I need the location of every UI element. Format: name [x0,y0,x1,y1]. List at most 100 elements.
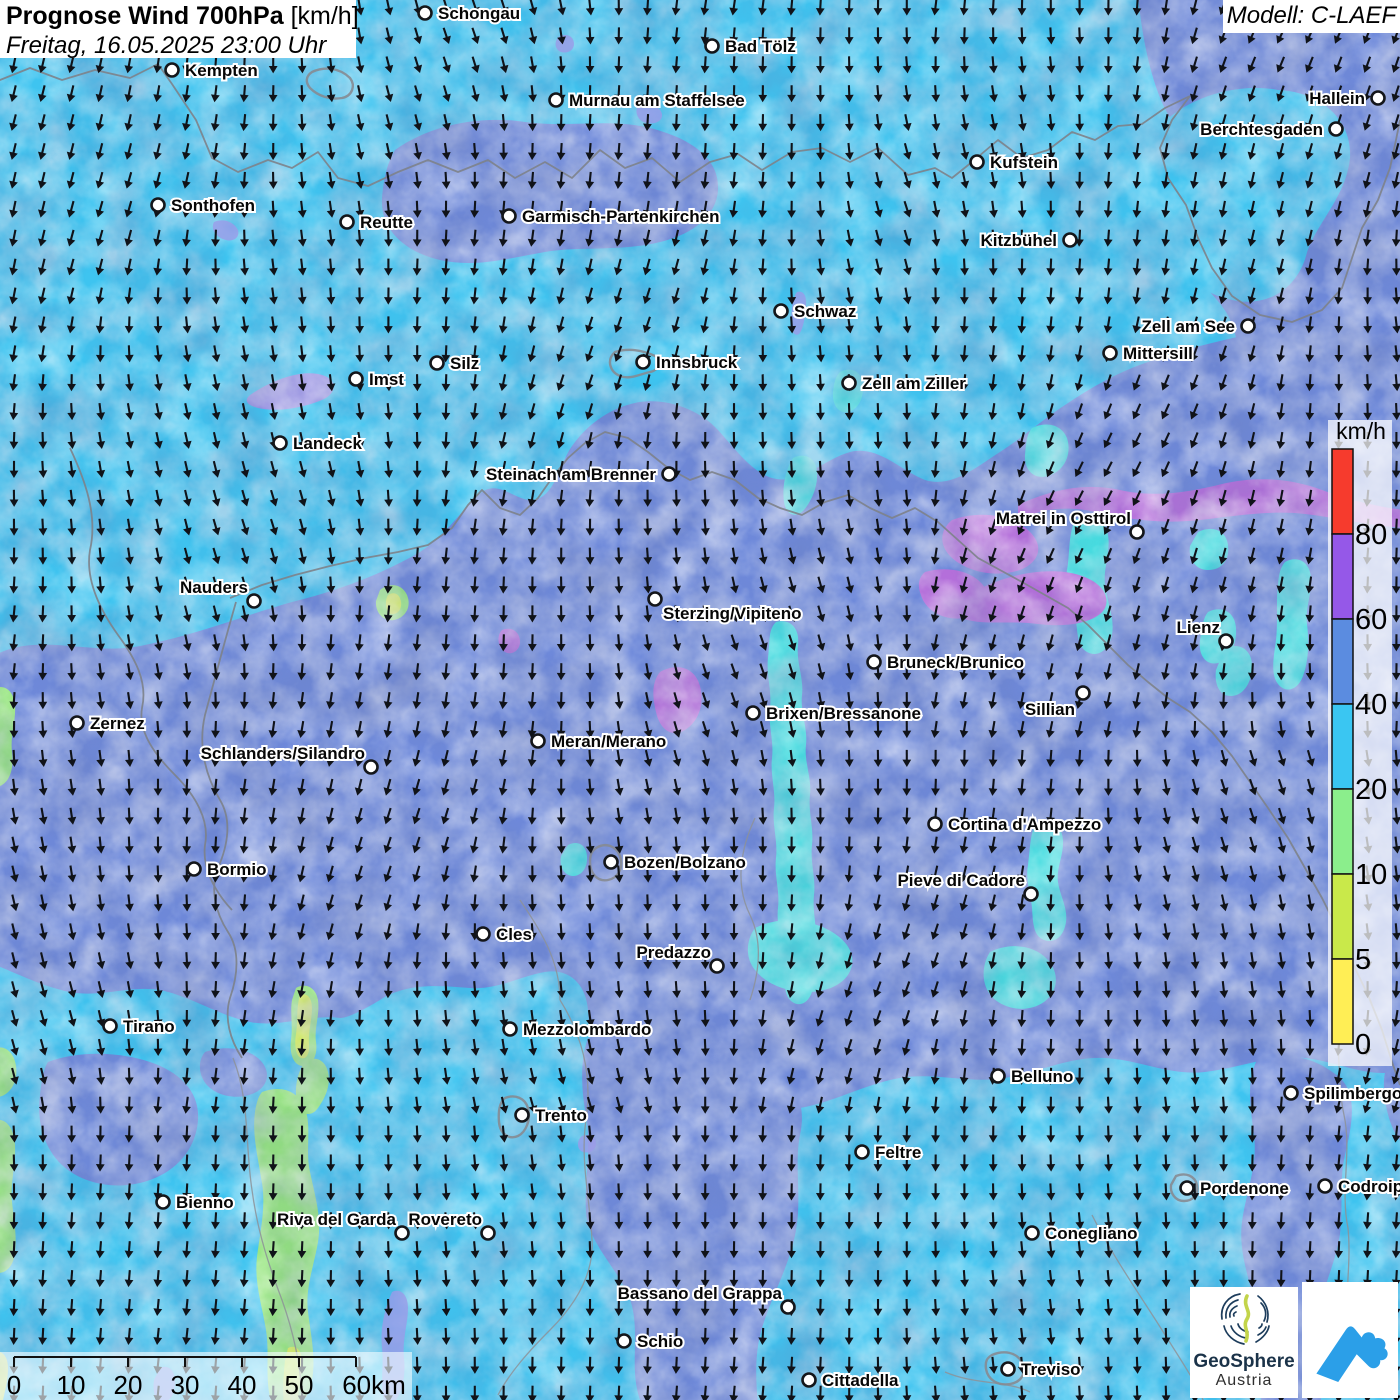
city-label: Spilimbergo [1304,1084,1400,1103]
city-marker [348,371,364,387]
scale-tick-label: 0 [7,1370,21,1400]
city-marker [927,816,943,832]
city-label: Hallein [1309,89,1365,108]
city-label: Kitzbühel [981,231,1058,250]
city-label: Feltre [875,1143,921,1162]
city-label: Riva del Garda [277,1210,397,1229]
city-label: Bormio [207,860,267,879]
page-title: Prognose Wind 700hPa [km/h] [6,2,359,30]
city-marker-layer: Schongau Bad Tölz Kempten Murnau am Staffel… [69,2,1400,1392]
city-label: Predazzo [636,943,711,962]
city-marker [475,926,491,942]
city-label: Meran/Merano [551,732,666,751]
city-marker [1023,886,1039,902]
city-label: Bassano del Grappa [618,1284,783,1303]
city-label: Berchtesgaden [1200,120,1323,139]
city-label: Sonthofen [171,196,255,215]
scale-tick-label: 10 [57,1370,86,1400]
geosphere-logo-text: GeoSphere [1193,1351,1295,1372]
city-label: Zell am Ziller [862,374,966,393]
scale-tick-label: 30 [171,1370,200,1400]
legend-tick-label: 0 [1355,1029,1371,1061]
city-label: Pordenone [1200,1179,1289,1198]
city-label: Landeck [293,434,363,453]
city-label: Kempten [185,61,258,80]
city-label: Belluno [1011,1067,1073,1086]
city-marker [866,654,882,670]
scale-tick-label: 50 [285,1370,314,1400]
city-marker [530,733,546,749]
city-label: Bruneck/Brunico [887,653,1024,672]
city-label: Codroipo [1338,1177,1400,1196]
city-marker [502,1021,518,1037]
city-marker [501,208,517,224]
city-marker [548,92,564,108]
city-label: Rovereto [408,1210,482,1229]
scale-ruler: 0 10 20 30 40 50 60km [7,1356,406,1400]
legend-tick-label: 40 [1355,689,1387,721]
city-marker [616,1333,632,1349]
city-label: Treviso [1021,1360,1081,1379]
scale-end-label: 60km [342,1370,406,1400]
city-label: Pieve di Cadore [897,871,1025,890]
legend-tick-label: 20 [1355,774,1387,806]
legend-tick-label: 80 [1355,519,1387,551]
city-marker [155,1194,171,1210]
city-label: Kufstein [990,153,1058,172]
legend-color-box [1331,873,1354,960]
city-label: Zell am See [1141,317,1235,336]
city-label: Innsbruck [656,353,738,372]
city-label: Murnau am Staffelsee [569,91,745,110]
city-label: Silz [450,354,479,373]
city-marker [1218,633,1234,649]
city-marker [1102,345,1118,361]
partner-logo-box [1302,1282,1398,1398]
city-marker [1328,121,1344,137]
legend-tick-label: 10 [1355,859,1387,891]
model-label: Modell: C-LAEF [1223,0,1400,33]
title-unit: [km/h] [283,2,359,30]
city-label: Brixen/Bressanone [766,704,921,723]
city-marker [394,1225,410,1241]
city-label: Lienz [1177,618,1220,637]
city-label: Cortina d'Ampezzo [948,815,1101,834]
city-marker [704,38,720,54]
legend-color-box [1331,703,1354,790]
legend-color-box [1331,533,1354,620]
city-label: Trento [535,1106,587,1125]
city-marker [661,466,677,482]
city-label: Sterzing/Vipiteno [663,604,802,623]
city-marker [514,1107,530,1123]
city-marker [801,1372,817,1388]
city-label: Imst [369,370,404,389]
city-label: Schlanders/Silandro [201,744,365,763]
city-marker [1317,1178,1333,1194]
city-marker [635,354,651,370]
city-label: Bienno [176,1193,234,1212]
city-marker [150,197,166,213]
city-marker [429,355,445,371]
forecast-title-box: Prognose Wind 700hPa [km/h] Freitag, 16.… [0,0,359,59]
city-label: Schongau [438,4,520,23]
map-scale-bar: 0 10 20 30 40 50 60km [0,1352,412,1400]
forecast-valid-time: Freitag, 16.05.2025 23:00 Uhr [6,32,327,59]
wind-speed-legend: km/h 80 60 40 20 10 5 0 [1328,418,1392,1066]
legend-color-box [1331,958,1354,1045]
city-marker [647,591,663,607]
city-label: Schio [637,1332,683,1351]
legend-color-box [1331,788,1354,875]
city-label: Garmisch-Partenkirchen [522,207,719,226]
city-marker [69,715,85,731]
scale-tick-label: 20 [114,1370,143,1400]
city-marker [773,303,789,319]
mountain-logo-icon [1316,1326,1388,1382]
city-marker [1283,1085,1299,1101]
city-label: Bad Tölz [725,37,796,56]
city-label: Sillian [1025,700,1075,719]
city-marker [339,214,355,230]
city-label: Reutte [360,213,413,232]
city-marker [1062,232,1078,248]
city-marker [1024,1225,1040,1241]
